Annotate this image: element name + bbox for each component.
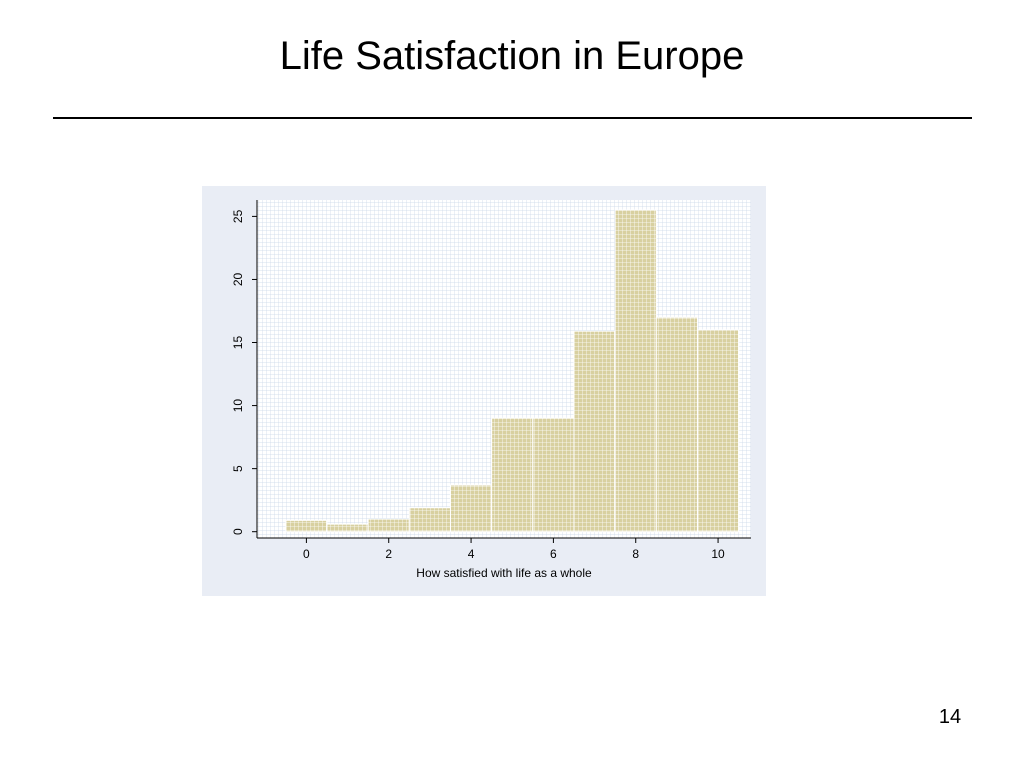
bar-9 xyxy=(655,316,698,533)
x-tick-label-4: 4 xyxy=(468,547,475,561)
histogram-chart: 0 5 10 15 20 25 0 2 4 6 8 10 How satisfied with lif… xyxy=(231,200,751,580)
chart-panel: 0 5 10 15 20 25 0 2 4 6 8 10 How satisfied with lif… xyxy=(202,186,766,596)
y-tick-label-0: 0 xyxy=(231,528,245,535)
y-tick-label-5: 5 xyxy=(231,465,245,472)
y-tick-label-10: 10 xyxy=(231,399,245,413)
bar-0 xyxy=(285,519,328,533)
bar-2 xyxy=(367,518,410,533)
title-divider xyxy=(53,117,972,119)
bar-1 xyxy=(326,523,369,533)
x-tick-label-6: 6 xyxy=(550,547,557,561)
slide-title: Life Satisfaction in Europe xyxy=(279,34,745,78)
x-axis-label: How satisfied with life as a whole xyxy=(416,566,592,580)
bar-10 xyxy=(696,329,740,533)
y-tick-label-25: 25 xyxy=(231,209,245,223)
x-tick-label-8: 8 xyxy=(632,547,639,561)
y-tick-label-20: 20 xyxy=(231,272,245,286)
y-tick-label-15: 15 xyxy=(231,336,245,350)
x-tick-label-0: 0 xyxy=(303,547,310,561)
bars-layer xyxy=(285,209,740,533)
bar-4 xyxy=(449,484,493,533)
bar-5 xyxy=(491,417,534,533)
page-number: 14 xyxy=(938,706,962,728)
x-tick-label-10: 10 xyxy=(711,547,725,561)
bar-3 xyxy=(408,507,451,533)
bar-7 xyxy=(573,330,616,533)
axes-layer: 0 5 10 15 20 25 0 2 4 6 8 10 xyxy=(231,200,751,561)
bar-8 xyxy=(614,209,657,533)
bar-6 xyxy=(532,417,575,533)
x-tick-label-2: 2 xyxy=(385,547,392,561)
